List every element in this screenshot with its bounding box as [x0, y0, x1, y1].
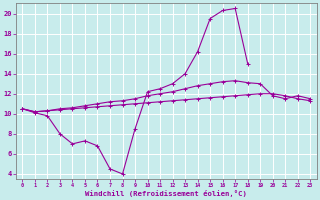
X-axis label: Windchill (Refroidissement éolien,°C): Windchill (Refroidissement éolien,°C): [85, 190, 247, 197]
